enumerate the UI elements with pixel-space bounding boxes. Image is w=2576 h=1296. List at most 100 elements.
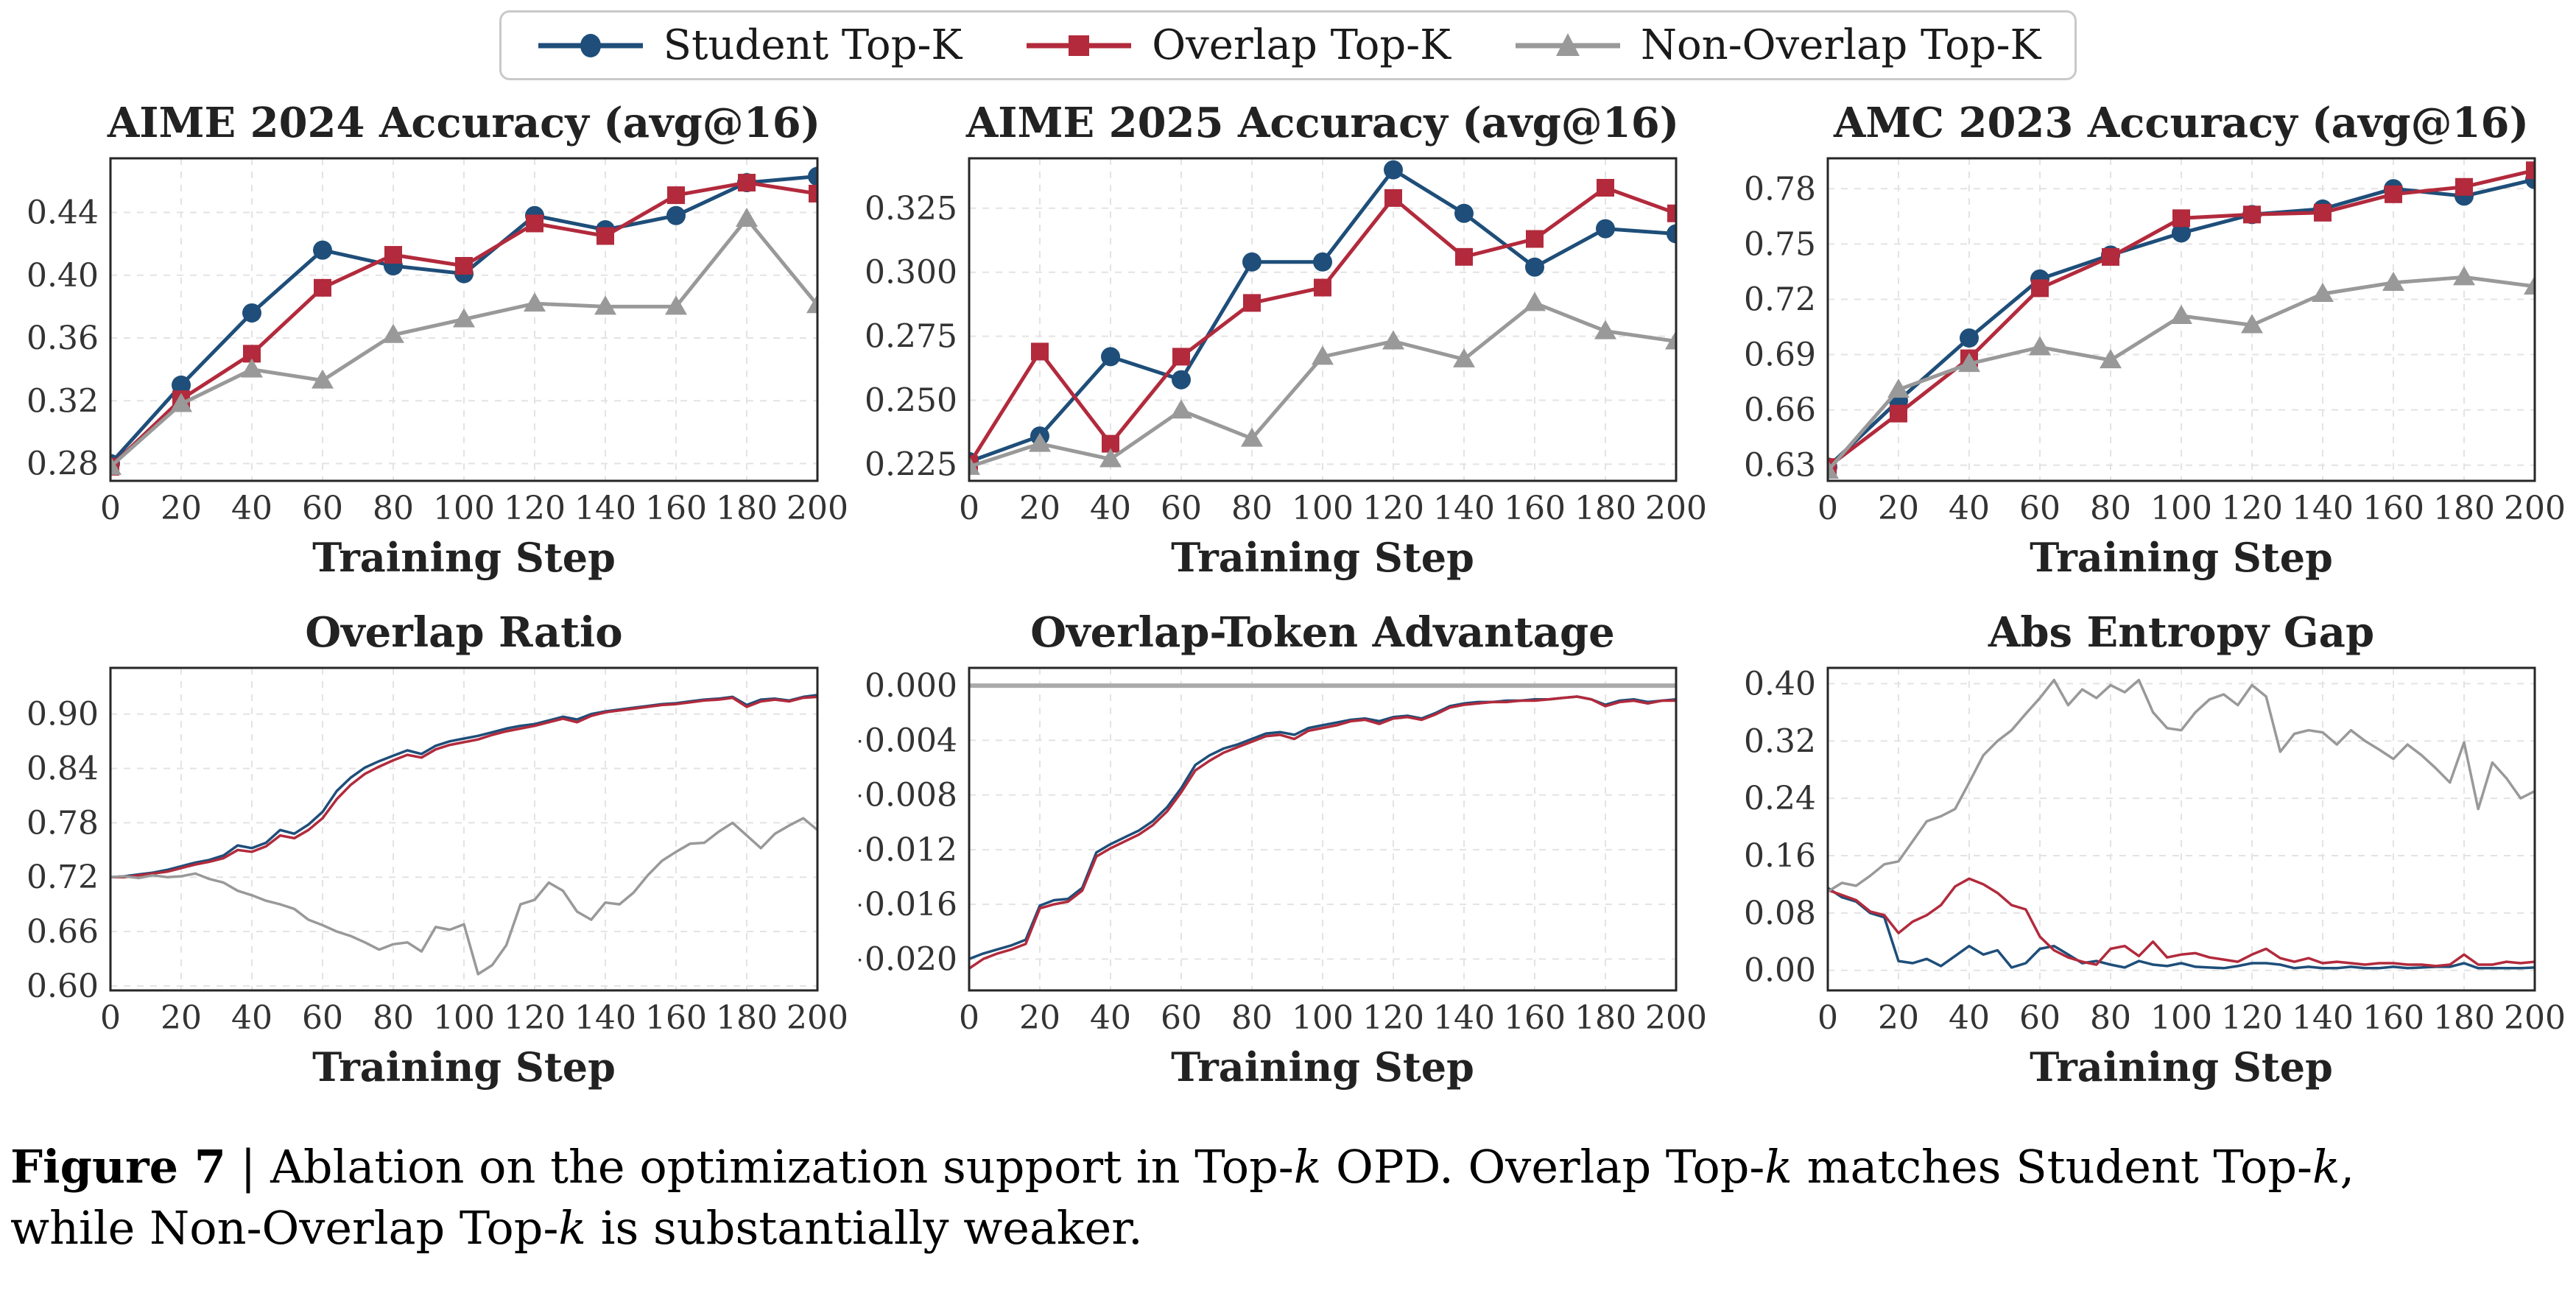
marker-circle xyxy=(242,303,261,323)
marker-circle xyxy=(808,166,817,186)
x-tick-label: 40 xyxy=(1090,999,1131,1037)
chart-overlap-ratio: Overlap Ratio 0 20 40 60 80 100 120 140 160 180 20… xyxy=(0,605,859,1091)
y-tick-label: 0.84 xyxy=(27,750,99,788)
chart-title: AIME 2025 Accuracy (avg@16) xyxy=(965,99,1680,147)
marker-circle xyxy=(1313,252,1332,272)
x-tick-label: 200 xyxy=(1645,999,1707,1037)
marker-square xyxy=(1667,204,1676,222)
y-tick-label: 0.60 xyxy=(27,968,99,1005)
marker-circle xyxy=(1960,328,1979,348)
series-line-student xyxy=(1828,887,2535,970)
x-tick-label: 0 xyxy=(100,999,121,1037)
marker-square xyxy=(1243,294,1261,312)
y-tick-label: 0.78 xyxy=(27,804,99,842)
marker-square xyxy=(455,257,473,275)
y-tick-label: 0.44 xyxy=(27,194,99,232)
marker-triangle xyxy=(110,455,122,475)
marker-square xyxy=(667,186,685,205)
y-tick-label: 0.78 xyxy=(1744,170,1816,208)
marker-triangle xyxy=(1241,427,1263,447)
chart-title: Overlap-Token Advantage xyxy=(1030,608,1615,657)
marker-square xyxy=(2385,185,2402,203)
y-tick-label: 0.16 xyxy=(1744,837,1816,875)
marker-triangle xyxy=(665,295,687,315)
x-tick-label: 140 xyxy=(2292,999,2354,1037)
series-line-nonoverlap xyxy=(1828,678,2535,893)
x-tick-label: 140 xyxy=(2292,490,2354,527)
x-tick-label: 20 xyxy=(1878,490,1919,527)
x-tick-label: 0 xyxy=(959,999,979,1037)
axes-spines xyxy=(109,157,819,482)
x-tick-label: 120 xyxy=(2221,999,2283,1037)
x-axis-label: Training Step xyxy=(1171,534,1474,581)
marker-circle xyxy=(313,240,332,260)
marker-triangle xyxy=(2382,271,2404,291)
chart-title: AIME 2024 Accuracy (avg@16) xyxy=(107,99,821,147)
y-tick-label: 0.000 xyxy=(865,667,957,705)
legend-item-student-topk: Student Top-K xyxy=(535,21,963,69)
x-tick-label: 120 xyxy=(504,999,566,1037)
plot-canvas-aime-2025: 0 20 40 60 80 100 120 140 160 180 200 0.225 0.250 0.2… xyxy=(865,157,1707,527)
plot-canvas-aime-2024: 0 20 40 60 80 100 120 140 160 180 200 0.28 0.32 0.36 0… xyxy=(27,157,848,527)
marker-circle xyxy=(1172,370,1191,390)
series-group xyxy=(1828,161,2535,479)
marker-triangle xyxy=(524,292,546,312)
caption-segment: matches Student Top- xyxy=(1792,1140,2312,1194)
chart-abs-entropy-gap: Abs Entropy Gap 0 20 40 60 80 100 120 140 160 180… xyxy=(1717,605,2576,1091)
caption-segment: k xyxy=(2312,1140,2340,1194)
x-tick-label: 40 xyxy=(231,999,272,1037)
marker-triangle xyxy=(969,455,980,475)
figure-caption: Figure 7 | Ablation on the optimization … xyxy=(10,1136,2566,1258)
caption-segment: is substantially weaker. xyxy=(585,1201,1143,1256)
x-tick-label: 120 xyxy=(504,490,566,527)
axes-spines xyxy=(1826,157,2536,482)
overlap-line-square-icon xyxy=(1024,29,1134,62)
y-tick-label: 0.40 xyxy=(27,257,99,295)
caption-segment: k xyxy=(1293,1140,1322,1194)
caption-segment: k xyxy=(558,1201,586,1256)
marker-triangle xyxy=(2170,304,2192,324)
x-tick-label: 120 xyxy=(2221,490,2283,527)
marker-triangle xyxy=(382,323,404,343)
x-tick-label: 140 xyxy=(1433,999,1495,1037)
marker-circle xyxy=(666,205,686,225)
marker-circle xyxy=(1384,160,1403,180)
x-tick-label: 160 xyxy=(1504,490,1566,527)
legend: Student Top-K Overlap Top-K Non-Overlap … xyxy=(499,10,2077,80)
marker-triangle xyxy=(806,294,817,314)
series-group xyxy=(1828,678,2535,970)
y-tick-label: 0.36 xyxy=(27,320,99,357)
marker-circle xyxy=(1596,219,1615,239)
marker-triangle xyxy=(2100,349,2122,369)
y-tick-label: 0.325 xyxy=(865,190,957,228)
x-tick-label: 0 xyxy=(1817,999,1838,1037)
marker-triangle xyxy=(1099,448,1122,468)
x-tick-label: 100 xyxy=(433,999,495,1037)
marker-square xyxy=(314,278,331,297)
marker-square xyxy=(1384,189,1402,207)
x-tick-label: 80 xyxy=(2090,999,2131,1037)
x-tick-label: 40 xyxy=(1090,490,1131,527)
marker-triangle xyxy=(1524,292,1546,311)
legend-label: Student Top-K xyxy=(663,21,963,69)
marker-triangle xyxy=(2524,275,2535,295)
series-line-overlap xyxy=(1828,877,2535,968)
x-tick-label: 120 xyxy=(1362,490,1424,527)
y-tick-label: 0.00 xyxy=(1744,952,1816,990)
marker-circle xyxy=(1454,203,1474,223)
y-tick-label: −0.012 xyxy=(859,831,957,869)
caption-segment: , xyxy=(2340,1140,2355,1194)
y-tick-label: 0.69 xyxy=(1744,337,1816,374)
y-tick-label: 0.66 xyxy=(27,913,99,951)
y-tick-label: 0.75 xyxy=(1744,225,1816,263)
x-tick-label: 160 xyxy=(1504,999,1566,1037)
x-axis-label: Training Step xyxy=(312,534,616,581)
x-tick-label: 0 xyxy=(1817,490,1838,527)
marker-triangle xyxy=(2029,336,2051,356)
series-line-nonoverlap xyxy=(110,817,817,976)
x-tick-label: 40 xyxy=(231,490,272,527)
x-tick-label: 40 xyxy=(1949,490,1990,527)
caption-segment: | Ablation on the optimization support i… xyxy=(225,1140,1294,1194)
x-tick-label: 200 xyxy=(2504,999,2566,1037)
